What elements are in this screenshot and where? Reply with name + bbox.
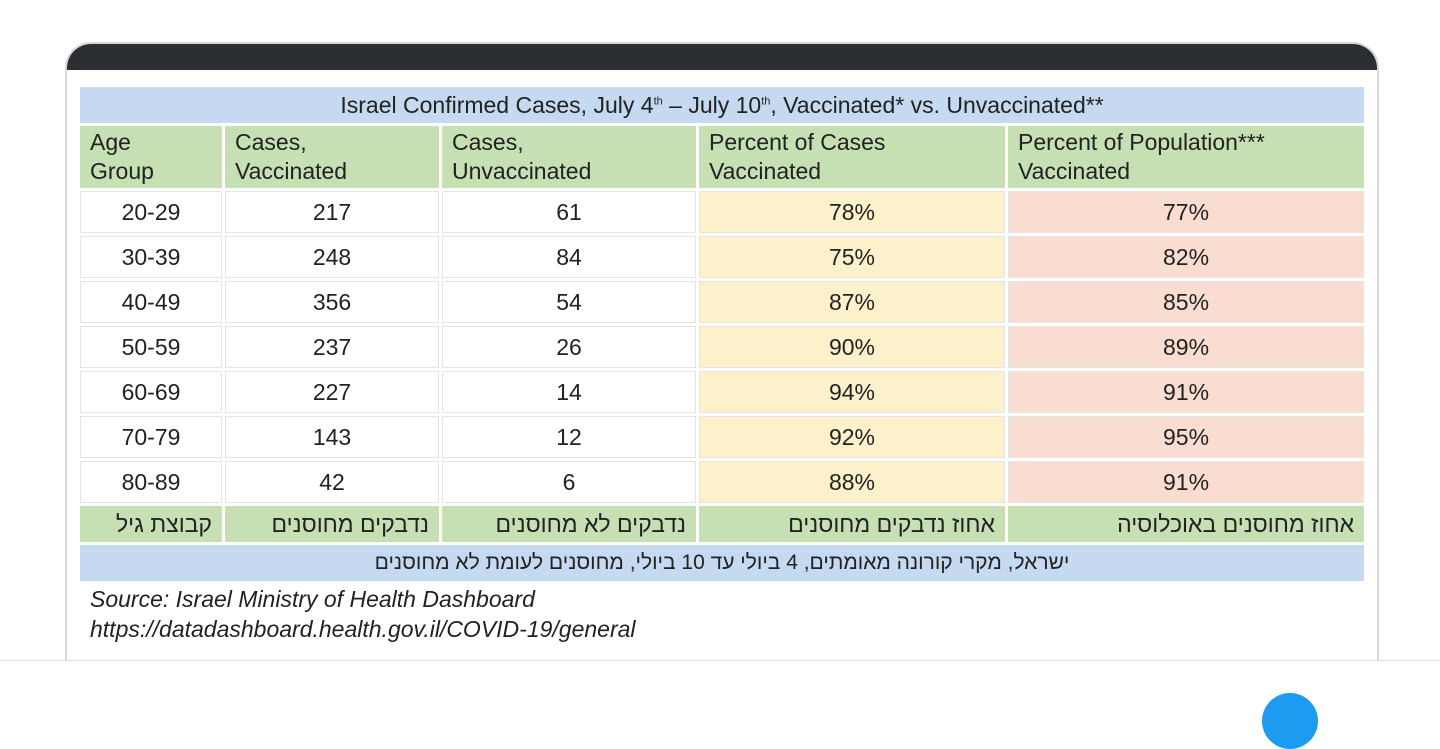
header-text: Unvaccinated xyxy=(452,158,592,184)
data-cell: 89% xyxy=(1008,326,1365,368)
data-cell: 91% xyxy=(1008,371,1365,413)
floating-button[interactable] xyxy=(1262,693,1318,749)
footer-bar xyxy=(0,660,1440,710)
data-cell: 40-49 xyxy=(80,281,222,323)
data-cell: 6 xyxy=(442,461,696,503)
data-cell: 88% xyxy=(699,461,1005,503)
data-cell: 248 xyxy=(225,236,439,278)
data-row: 80-89 42 6 88% 91% xyxy=(80,461,1365,503)
hebrew-header-cell: אחוז נדבקים מחוסנים xyxy=(699,506,1005,542)
data-cell: 30-39 xyxy=(80,236,222,278)
header-text: Vaccinated xyxy=(1018,158,1131,184)
hebrew-header-row: קבוצת גיל נדבקים מחוסנים נדבקים לא מחוסנים… xyxy=(80,506,1365,542)
data-cell: 356 xyxy=(225,281,439,323)
header-text: Vaccinated xyxy=(709,158,822,184)
data-cell: 85% xyxy=(1008,281,1365,323)
page: Israel Confirmed Cases, July 4th – July … xyxy=(0,42,1440,749)
data-cell: 237 xyxy=(225,326,439,368)
header-text: Cases, xyxy=(235,129,307,155)
data-cell: 26 xyxy=(442,326,696,368)
hebrew-header-cell: נדבקים מחוסנים xyxy=(225,506,439,542)
data-cell: 75% xyxy=(699,236,1005,278)
data-cell: 82% xyxy=(1008,236,1365,278)
data-cell: 12 xyxy=(442,416,696,458)
data-row: 20-29 217 61 78% 77% xyxy=(80,191,1365,233)
title-cell: Israel Confirmed Cases, July 4th – July … xyxy=(80,87,1365,123)
data-cell: 50-59 xyxy=(80,326,222,368)
header-text: Cases, xyxy=(452,129,524,155)
header-text: Percent of Cases xyxy=(709,129,886,155)
source-text: https://datadashboard.health.gov.il/COVI… xyxy=(90,616,636,642)
data-cell: 60-69 xyxy=(80,371,222,413)
header-text: Age xyxy=(90,129,131,155)
data-cell: 87% xyxy=(699,281,1005,323)
hebrew-header-cell: אחוז מחוסנים באוכלוסיה xyxy=(1008,506,1365,542)
hebrew-header-cell: נדבקים לא מחוסנים xyxy=(442,506,696,542)
data-cell: 92% xyxy=(699,416,1005,458)
table: Israel Confirmed Cases, July 4th – July … xyxy=(77,84,1367,647)
hebrew-header-cell: קבוצת גיל xyxy=(80,506,222,542)
data-cell: 42 xyxy=(225,461,439,503)
data-cell: 217 xyxy=(225,191,439,233)
data-cell: 90% xyxy=(699,326,1005,368)
header-cell: Percent of Cases Vaccinated xyxy=(699,126,1005,188)
title-text: th xyxy=(761,94,771,107)
title-text: th xyxy=(653,94,663,107)
data-cell: 227 xyxy=(225,371,439,413)
data-row: 70-79 143 12 92% 95% xyxy=(80,416,1365,458)
data-row: 40-49 356 54 87% 85% xyxy=(80,281,1365,323)
header-cell: Age Group xyxy=(80,126,222,188)
data-cell: 80-89 xyxy=(80,461,222,503)
data-cell: 70-79 xyxy=(80,416,222,458)
source-cell: Source: Israel Ministry of Health Dashbo… xyxy=(80,584,1365,644)
data-cell: 91% xyxy=(1008,461,1365,503)
data-cell: 143 xyxy=(225,416,439,458)
data-cell: 78% xyxy=(699,191,1005,233)
header-row: Age Group Cases, Vaccinated Cases, Unvaccinat… xyxy=(80,126,1365,188)
data-cell: 61 xyxy=(442,191,696,233)
source-row: Source: Israel Ministry of Health Dashbo… xyxy=(80,584,1365,644)
title-text: , Vaccinated* vs. Unvaccinated** xyxy=(770,91,1104,118)
data-cell: 14 xyxy=(442,371,696,413)
hebrew-title-cell: ישראל, מקרי קורונה מאומתים, 4 ביולי עד 1… xyxy=(80,545,1365,581)
card: Israel Confirmed Cases, July 4th – July … xyxy=(65,42,1379,686)
header-text: Group xyxy=(90,158,154,184)
hebrew-title-row: ישראל, מקרי קורונה מאומתים, 4 ביולי עד 1… xyxy=(80,545,1365,581)
data-cell: 54 xyxy=(442,281,696,323)
header-cell: Cases, Unvaccinated xyxy=(442,126,696,188)
data-cell: 77% xyxy=(1008,191,1365,233)
header-band xyxy=(67,44,1377,70)
data-cell: 95% xyxy=(1008,416,1365,458)
header-text: Vaccinated xyxy=(235,158,348,184)
title-text: Israel Confirmed Cases, July 4 xyxy=(340,91,654,118)
data-row: 50-59 237 26 90% 89% xyxy=(80,326,1365,368)
header-cell: Percent of Population*** Vaccinated xyxy=(1008,126,1365,188)
data-row: 30-39 248 84 75% 82% xyxy=(80,236,1365,278)
header-cell: Cases, Vaccinated xyxy=(225,126,439,188)
source-text: Source: Israel Ministry of Health Dashbo… xyxy=(90,586,535,612)
title-row: Israel Confirmed Cases, July 4th – July … xyxy=(80,87,1365,123)
data-cell: 94% xyxy=(699,371,1005,413)
data-row: 60-69 227 14 94% 91% xyxy=(80,371,1365,413)
data-cell: 84 xyxy=(442,236,696,278)
title-text: – July 10 xyxy=(662,91,762,118)
data-cell: 20-29 xyxy=(80,191,222,233)
header-text: Percent of Population*** xyxy=(1018,129,1265,155)
